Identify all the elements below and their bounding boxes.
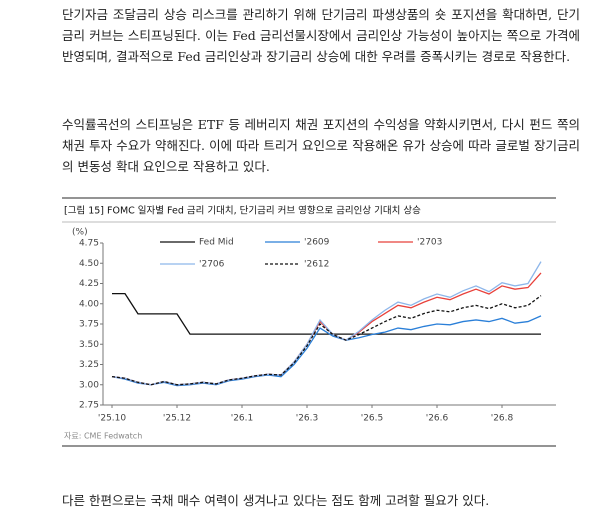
x-tick-label: '25.10 bbox=[98, 414, 127, 424]
x-tick-label: '26.6 bbox=[426, 414, 449, 424]
paragraph: 다른 한편으로는 국채 매수 여력이 생겨나고 있다는 점도 함께 고려할 필요… bbox=[62, 493, 490, 508]
figure-title: [그림 15] FOMC 일자별 Fed 금리 기대치, 단기금리 커브 영향으… bbox=[64, 205, 421, 217]
y-tick-label: 3.25 bbox=[79, 360, 99, 370]
series-line bbox=[112, 292, 541, 335]
y-unit: (%) bbox=[72, 228, 88, 238]
y-tick-label: 4.50 bbox=[79, 259, 99, 269]
paragraph: 단기자금 조달금리 상승 리스크를 관리하기 위해 단기금리 파생상품의 숏 포… bbox=[62, 7, 580, 64]
legend-label: '2703 bbox=[417, 238, 442, 248]
x-tick-label: '25.12 bbox=[163, 414, 191, 424]
y-tick-label: 2.75 bbox=[79, 401, 99, 411]
x-tick-label: '26.3 bbox=[296, 414, 319, 424]
series-line bbox=[111, 295, 542, 386]
y-tick-label: 3.75 bbox=[79, 320, 99, 330]
series-line bbox=[111, 272, 542, 386]
y-tick-label: 4.25 bbox=[79, 279, 99, 289]
legend-label: '2706 bbox=[199, 260, 225, 270]
x-tick-label: '26.5 bbox=[361, 414, 384, 424]
series-line bbox=[111, 315, 542, 387]
y-tick-label: 4.00 bbox=[79, 299, 99, 309]
x-tick-label: '26.1 bbox=[231, 414, 254, 424]
series-line bbox=[111, 261, 542, 386]
legend-label: Fed Mid bbox=[199, 238, 234, 248]
source: 자료: CME Fedwatch bbox=[64, 432, 142, 441]
y-tick-label: 3.00 bbox=[79, 380, 99, 390]
x-tick-label: '26.8 bbox=[491, 414, 514, 424]
paragraph: 수익률곡선의 스티프닝은 ETF 등 레버리지 채권 포지션의 수익성을 약화시… bbox=[62, 117, 580, 174]
y-tick-label: 4.75 bbox=[79, 239, 99, 249]
y-tick-label: 3.50 bbox=[79, 340, 99, 350]
legend-label: '2609 bbox=[304, 238, 330, 248]
legend-label: '2612 bbox=[304, 260, 329, 270]
